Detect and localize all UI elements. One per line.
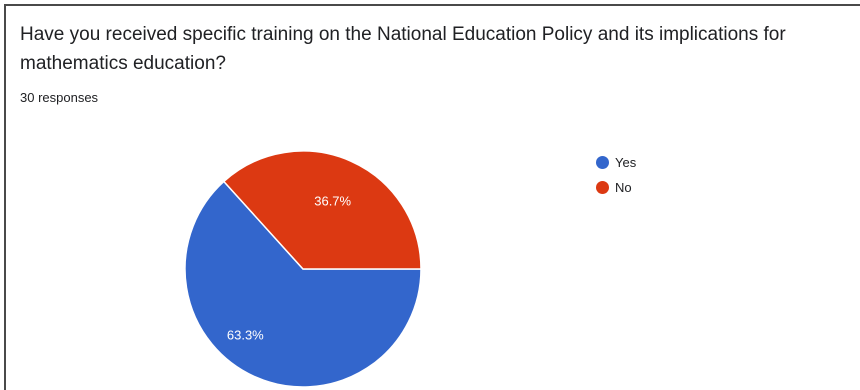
legend-label-no: No: [615, 180, 632, 195]
legend-item-no[interactable]: No: [596, 175, 636, 200]
pie-label-no: 36.7%: [314, 194, 351, 209]
chart-card: Have you received specific training on t…: [4, 4, 860, 390]
question-title-line-1: Have you received specific training on t…: [20, 24, 786, 45]
pie-slice-yes[interactable]: [184, 180, 422, 388]
legend-swatch-no: [596, 181, 609, 194]
question-title: Have you received specific training on t…: [20, 20, 860, 78]
pie-chart: 63.3% 36.7%: [184, 150, 422, 388]
pie-label-yes: 63.3%: [227, 327, 264, 342]
legend: Yes No: [596, 150, 636, 200]
legend-item-yes[interactable]: Yes: [596, 150, 636, 175]
question-title-line-2: mathematics education?: [20, 53, 226, 74]
legend-swatch-yes: [596, 156, 609, 169]
response-count: 30 responses: [20, 90, 99, 105]
pie-slice-no[interactable]: [222, 150, 422, 270]
legend-label-yes: Yes: [615, 155, 637, 170]
